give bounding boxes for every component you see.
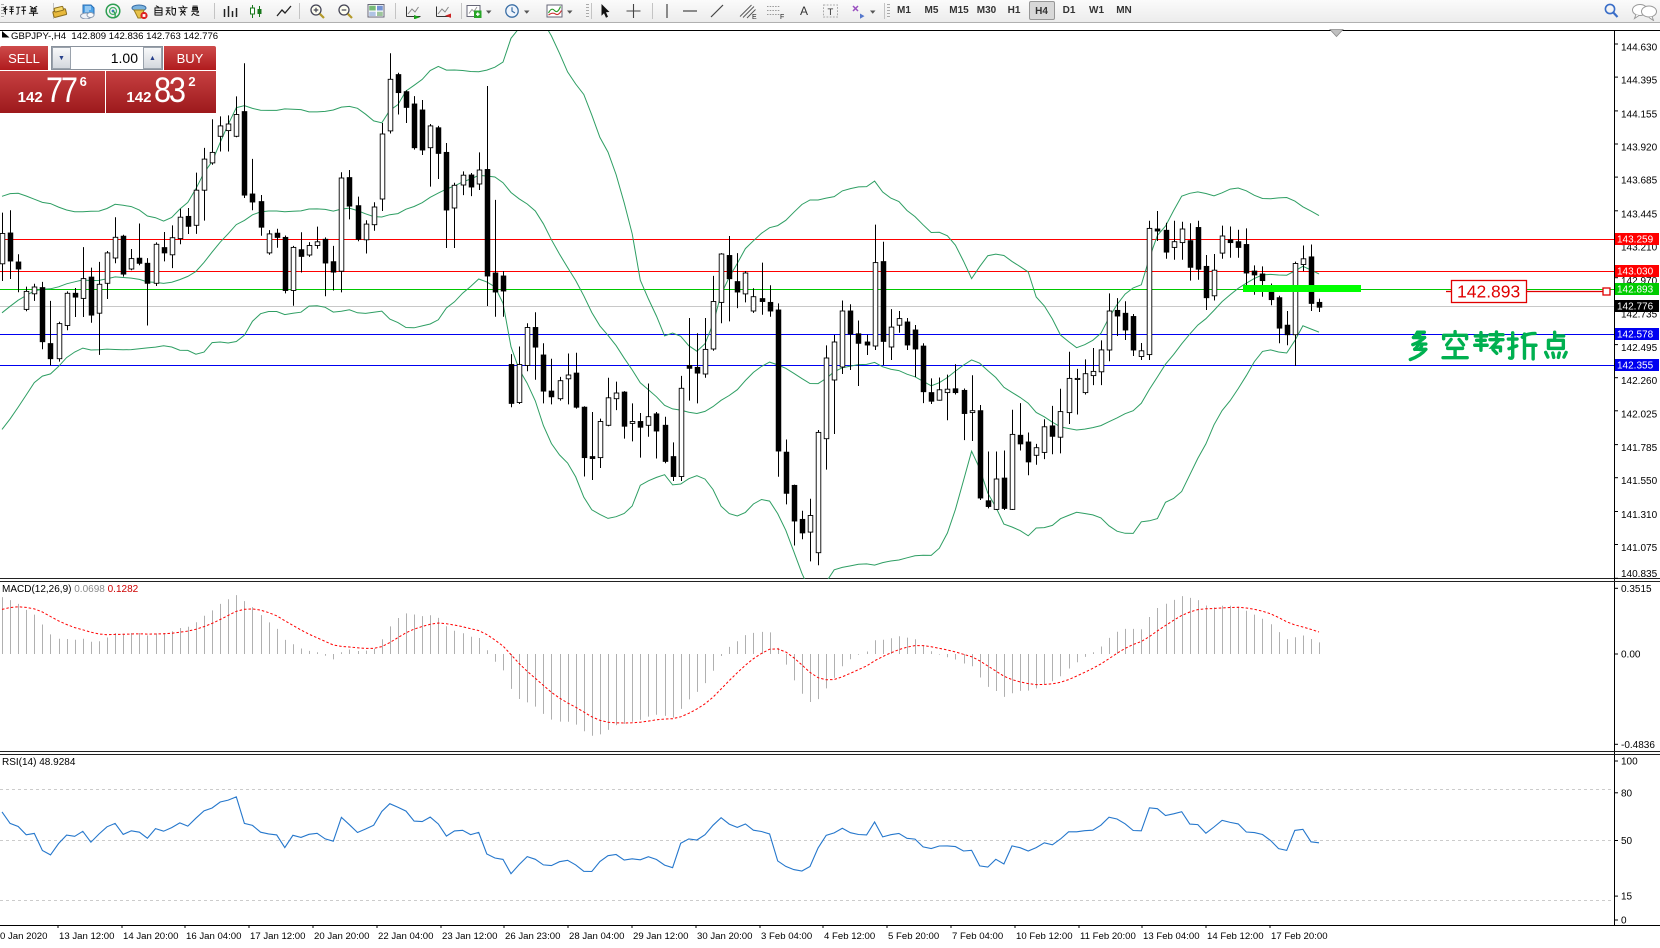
svg-text:50: 50 (1621, 836, 1633, 847)
svg-text:141.550: 141.550 (1621, 476, 1658, 487)
svg-text:144.630: 144.630 (1621, 43, 1658, 54)
svg-text:142.893: 142.893 (1457, 282, 1520, 302)
svg-text:10 Feb 12:00: 10 Feb 12:00 (1016, 931, 1073, 942)
svg-text:141.785: 141.785 (1621, 443, 1658, 454)
svg-text:0.3515: 0.3515 (1621, 584, 1652, 595)
svg-text:14 Feb 12:00: 14 Feb 12:00 (1207, 931, 1264, 942)
svg-text:30 Jan 20:00: 30 Jan 20:00 (697, 931, 752, 942)
svg-text:144.155: 144.155 (1621, 109, 1658, 120)
svg-text:144.395: 144.395 (1621, 76, 1658, 87)
svg-text:5 Feb 20:00: 5 Feb 20:00 (888, 931, 939, 942)
svg-text:143.445: 143.445 (1621, 209, 1658, 220)
svg-text:142.495: 142.495 (1621, 343, 1658, 354)
svg-text:13 Jan 12:00: 13 Jan 12:00 (59, 931, 114, 942)
svg-text:142.735: 142.735 (1621, 309, 1658, 320)
svg-text:15: 15 (1621, 892, 1633, 903)
svg-text:11 Feb 20:00: 11 Feb 20:00 (1080, 931, 1136, 942)
svg-text:142.578: 142.578 (1617, 330, 1654, 341)
svg-text:14 Jan 20:00: 14 Jan 20:00 (123, 931, 178, 942)
svg-text:143.259: 143.259 (1617, 235, 1654, 246)
svg-text:16 Jan 04:00: 16 Jan 04:00 (186, 931, 241, 942)
svg-text:142.260: 142.260 (1621, 376, 1658, 387)
svg-text:7 Feb 04:00: 7 Feb 04:00 (952, 931, 1003, 942)
svg-text:142.355: 142.355 (1617, 361, 1654, 372)
svg-text:140.835: 140.835 (1621, 569, 1658, 580)
svg-text:MACD(12,26,9) 0.0698 0.1282: MACD(12,26,9) 0.0698 0.1282 (2, 584, 139, 595)
svg-text:142.893: 142.893 (1617, 285, 1654, 296)
svg-text:143.685: 143.685 (1621, 176, 1658, 187)
svg-text:142.776: 142.776 (1617, 302, 1654, 313)
svg-text:17 Feb 20:00: 17 Feb 20:00 (1271, 931, 1328, 942)
svg-text:141.075: 141.075 (1621, 543, 1658, 554)
svg-text:0.00: 0.00 (1621, 650, 1641, 661)
svg-text:26 Jan 23:00: 26 Jan 23:00 (505, 931, 560, 942)
svg-text:22 Jan 04:00: 22 Jan 04:00 (378, 931, 433, 942)
svg-text:3 Feb 04:00: 3 Feb 04:00 (761, 931, 812, 942)
svg-text:-0.4836: -0.4836 (1621, 740, 1655, 751)
svg-text:20 Jan 20:00: 20 Jan 20:00 (314, 931, 369, 942)
svg-text:143.030: 143.030 (1617, 267, 1654, 278)
svg-text:GBPJPY-,H4 142.809 142.836 14: GBPJPY-,H4 142.809 142.836 142.763 142.7… (11, 31, 218, 42)
svg-text:0 Jan 2020: 0 Jan 2020 (0, 931, 47, 942)
svg-text:142.025: 142.025 (1621, 409, 1658, 420)
svg-text:RSI(14) 48.9284: RSI(14) 48.9284 (2, 757, 76, 768)
svg-text:142.970: 142.970 (1621, 276, 1658, 287)
svg-text:28 Jan 04:00: 28 Jan 04:00 (569, 931, 624, 942)
svg-text:29 Jan 12:00: 29 Jan 12:00 (633, 931, 688, 942)
svg-text:F: F (780, 14, 784, 20)
svg-text:13 Feb 04:00: 13 Feb 04:00 (1143, 931, 1200, 942)
svg-text:100: 100 (1621, 757, 1638, 768)
svg-text:141.310: 141.310 (1621, 510, 1658, 521)
svg-text:E: E (752, 14, 757, 20)
svg-text:80: 80 (1621, 788, 1633, 799)
svg-text:17 Jan 12:00: 17 Jan 12:00 (250, 931, 305, 942)
svg-text:23 Jan 12:00: 23 Jan 12:00 (442, 931, 497, 942)
svg-text:0: 0 (1621, 916, 1627, 927)
svg-text:4 Feb 12:00: 4 Feb 12:00 (824, 931, 875, 942)
svg-text:143.920: 143.920 (1621, 143, 1658, 154)
svg-text:T: T (828, 7, 834, 18)
svg-text:143.210: 143.210 (1621, 242, 1658, 253)
